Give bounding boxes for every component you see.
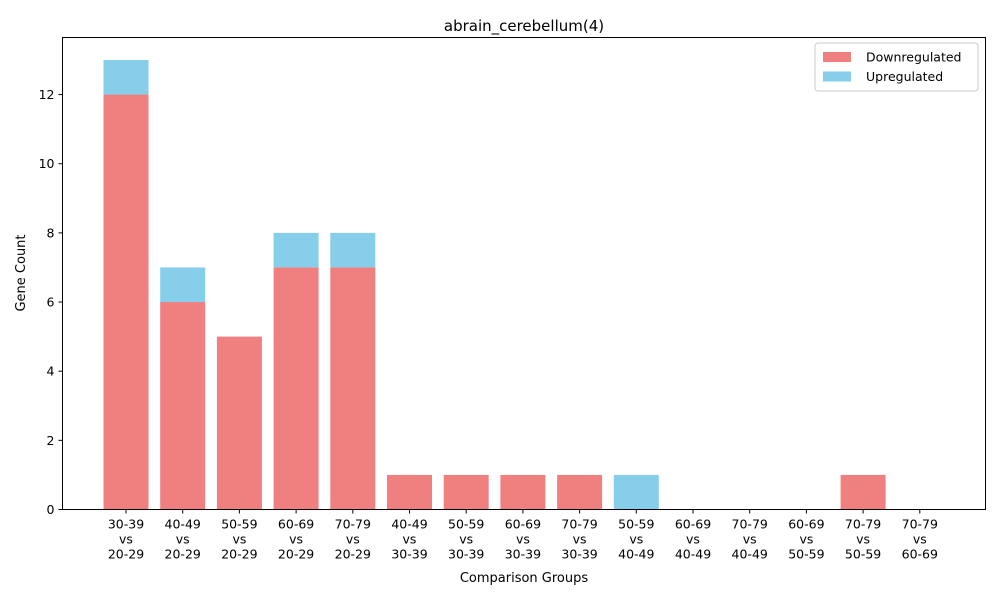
- y-tick-label: 4: [47, 364, 55, 379]
- bar-upregulated-0: [103, 59, 149, 95]
- bar-downregulated-13: [840, 474, 886, 510]
- bar-upregulated-9: [613, 474, 659, 510]
- x-tick-label: 70-79 vs 20-29: [335, 517, 371, 562]
- y-axis: 0 2 4 6 8 10 12: [39, 87, 63, 517]
- x-axis: 30-39 vs 20-29 40-49 vs 20-29 50-59 vs 20-29 60-6…: [108, 509, 938, 562]
- legend-label-downregulated: Downregulated: [866, 50, 962, 65]
- x-tick-label: 60-69 vs 50-59: [788, 517, 824, 562]
- chart-title: abrain_cerebellum(4): [444, 17, 604, 36]
- legend-swatch-downregulated: [823, 52, 851, 62]
- bar-upregulated-1: [160, 267, 206, 303]
- x-tick-label: 60-69 vs 40-49: [675, 517, 711, 562]
- x-tick-label: 40-49 vs 20-29: [165, 517, 201, 562]
- x-tick-label: 70-79 vs 30-39: [561, 517, 597, 562]
- y-axis-label: Gene Count: [14, 234, 29, 311]
- bar-downregulated-2: [216, 336, 262, 510]
- bar-downregulated-6: [443, 474, 489, 510]
- bar-downregulated-8: [557, 474, 603, 510]
- y-tick-label: 0: [47, 502, 55, 517]
- y-tick-label: 6: [47, 295, 55, 310]
- x-axis-label: Comparison Groups: [460, 571, 589, 586]
- y-tick-label: 2: [47, 433, 55, 448]
- x-tick-label: 50-59 vs 40-49: [618, 517, 654, 562]
- bar-downregulated-7: [500, 474, 546, 510]
- x-tick-label: 40-49 vs 30-39: [391, 517, 427, 562]
- y-tick-label: 12: [39, 87, 55, 102]
- x-tick-label: 60-69 vs 20-29: [278, 517, 314, 562]
- bar-upregulated-4: [330, 232, 376, 268]
- x-tick-label: 70-79 vs 60-69: [902, 517, 938, 562]
- x-tick-label: 70-79 vs 50-59: [845, 517, 881, 562]
- bar-upregulated-3: [273, 232, 319, 268]
- legend: Downregulated Upregulated: [814, 42, 979, 92]
- bar-downregulated-4: [330, 267, 376, 510]
- bar-downregulated-3: [273, 267, 319, 510]
- x-tick-label: 30-39 vs 20-29: [108, 517, 144, 562]
- bar-downregulated-5: [387, 474, 432, 510]
- plot-frame: [62, 37, 986, 510]
- y-tick-label: 8: [47, 225, 55, 240]
- x-tick-label: 60-69 vs 30-39: [505, 517, 541, 562]
- legend-label-upregulated: Upregulated: [866, 69, 943, 84]
- legend-swatch-upregulated: [823, 71, 851, 82]
- bar-downregulated-1: [160, 302, 206, 510]
- bar-downregulated-0: [103, 94, 149, 510]
- legend-box: [814, 42, 979, 92]
- x-tick-label: 50-59 vs 20-29: [221, 517, 257, 562]
- x-tick-label: 70-79 vs 40-49: [732, 517, 768, 562]
- x-tick-label: 50-59 vs 30-39: [448, 517, 484, 562]
- bars-layer: [103, 59, 886, 510]
- y-tick-label: 10: [39, 156, 55, 171]
